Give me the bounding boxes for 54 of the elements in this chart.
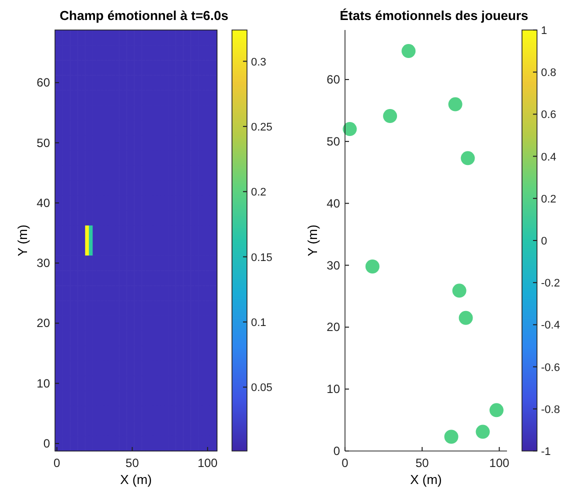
- y-tick-label: 60: [326, 72, 340, 87]
- x-tick-label: 50: [415, 456, 430, 470]
- y-axis-title: Y (m): [15, 224, 30, 256]
- y-tick-label: 40: [36, 196, 50, 210]
- point: [383, 109, 398, 124]
- point: [444, 430, 458, 444]
- color-bar-label: 0.2: [251, 186, 266, 199]
- y-tick-label: 40: [326, 196, 340, 210]
- y-tick-label: 50: [326, 134, 340, 148]
- x-tick-label: 50: [126, 456, 140, 470]
- color-bar-label: 0.25: [251, 121, 272, 134]
- x-tick-label: 0: [54, 456, 61, 470]
- point: [490, 403, 504, 418]
- point: [452, 284, 466, 298]
- color-bar-label: 0: [541, 236, 548, 248]
- color-bar-label: -0.6: [541, 362, 560, 374]
- y-tick-label: 60: [36, 76, 50, 90]
- point: [402, 44, 416, 58]
- chart-title: Champ émotionnel à t=6.0s: [60, 8, 228, 23]
- x-axis-title: X (m): [120, 472, 152, 487]
- y-tick-label: 20: [326, 320, 340, 334]
- y-tick-label: 0: [43, 436, 50, 450]
- y-tick-label: 10: [36, 376, 50, 390]
- x-axis-title: X (m): [410, 472, 442, 487]
- point: [476, 424, 490, 439]
- y-tick-label: 30: [36, 256, 50, 270]
- color-bar-label: 0.05: [251, 382, 272, 394]
- color-bar-label: -1: [541, 446, 551, 458]
- y-tick-label: 30: [326, 258, 340, 272]
- y-axis-title: Y (m): [305, 224, 320, 256]
- color-bar-label: 0.6: [541, 109, 556, 122]
- x-tick-label: 100: [198, 456, 218, 470]
- point: [365, 260, 380, 274]
- color-bar-label: 0.3: [251, 56, 266, 68]
- point: [448, 97, 462, 112]
- x-tick-label: 100: [489, 456, 510, 470]
- color-bar-label: 0.8: [541, 67, 556, 80]
- chart-title: États émotionnels des joueurs: [340, 8, 528, 23]
- y-tick-label: 20: [36, 316, 50, 330]
- point: [342, 122, 357, 136]
- point: [460, 151, 475, 166]
- color-bar-label: -0.2: [541, 278, 560, 290]
- y-tick-label: 10: [326, 382, 340, 396]
- color-bar-label: 0.15: [251, 252, 272, 264]
- color-bar-label: -0.8: [541, 404, 560, 416]
- y-tick-label: 50: [36, 136, 50, 150]
- point: [458, 310, 473, 325]
- color-bar-label: -0.4: [541, 320, 560, 332]
- color-bar-label: 0.1: [251, 316, 266, 329]
- x-tick-label: 0: [342, 456, 349, 470]
- y-tick-label: 0: [333, 444, 340, 458]
- color-bar-label: 0.2: [541, 193, 556, 206]
- color-bar-label: 0.4: [541, 151, 556, 164]
- color-bar-label: 1: [541, 25, 548, 37]
